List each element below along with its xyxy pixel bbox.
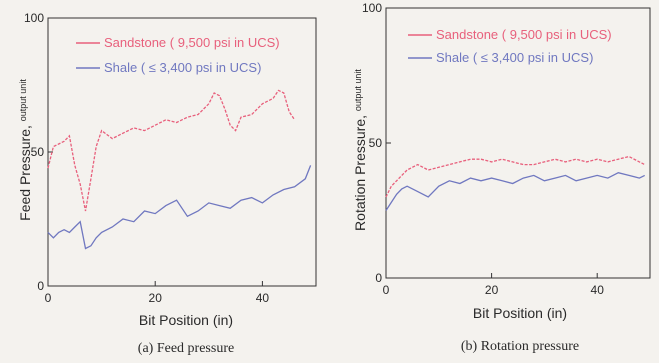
caption-rotation-pressure: (b) Rotation pressure bbox=[461, 339, 579, 354]
x-tick-label: 20 bbox=[149, 291, 163, 305]
y-tick-label: 50 bbox=[31, 145, 45, 159]
series-line-shale bbox=[47, 165, 312, 250]
y-axis-title-main: Rotation Pressure, output unit bbox=[352, 69, 368, 231]
y-tick-label: 0 bbox=[37, 279, 44, 293]
x-axis-title: Bit Position (in) bbox=[139, 312, 233, 328]
x-tick-label: 0 bbox=[45, 291, 52, 305]
x-axis-title: Bit Position (in) bbox=[473, 305, 567, 321]
series-line-sandstone bbox=[385, 155, 645, 198]
y-tick-label: 100 bbox=[362, 1, 382, 15]
series-feed-pressure bbox=[47, 89, 312, 250]
legend-rotation-pressure: Sandstone ( 9,500 psi in UCS) Shale ( ≤ … bbox=[408, 27, 612, 65]
caption-feed-pressure: (a) Feed pressure bbox=[138, 341, 234, 356]
x-tick-label: 0 bbox=[383, 283, 390, 297]
y-tick-label: 0 bbox=[375, 271, 382, 285]
y-axis-title: Feed Pressure, output unit bbox=[17, 79, 33, 221]
legend-feed-pressure: Sandstone ( 9,500 psi in UCS) Shale ( ≤ … bbox=[76, 35, 280, 75]
legend-label-shale: Shale ( ≤ 3,400 psi in UCS) bbox=[436, 50, 593, 65]
y-axis-title-main: Feed Pressure, output unit bbox=[17, 79, 33, 221]
x-tick-label: 40 bbox=[591, 283, 605, 297]
y-axis-title: Rotation Pressure, output unit bbox=[352, 69, 368, 231]
y-tick-label: 100 bbox=[24, 11, 44, 25]
series-line-sandstone bbox=[47, 89, 296, 212]
legend-label-sandstone: Sandstone ( 9,500 psi in UCS) bbox=[436, 27, 612, 42]
ticks-rotation-pressure: 0 20 40 0 50 100 bbox=[362, 1, 604, 297]
ticks-feed-pressure: 0 20 40 0 50 100 bbox=[24, 11, 269, 305]
x-tick-label: 20 bbox=[485, 283, 499, 297]
chart-feed-pressure: 0 20 40 0 50 100 Sandstone ( 9,500 psi in UCS… bbox=[17, 11, 317, 356]
y-tick-label: 50 bbox=[369, 136, 383, 150]
legend-label-shale: Shale ( ≤ 3,400 psi in UCS) bbox=[104, 60, 261, 75]
series-rotation-pressure bbox=[385, 155, 645, 211]
chart-rotation-pressure: 0 20 40 0 50 100 Sandstone ( 9,500 psi in UCS… bbox=[352, 1, 651, 354]
x-tick-label: 40 bbox=[256, 291, 270, 305]
series-line-shale bbox=[385, 172, 645, 211]
legend-label-sandstone: Sandstone ( 9,500 psi in UCS) bbox=[104, 35, 280, 50]
